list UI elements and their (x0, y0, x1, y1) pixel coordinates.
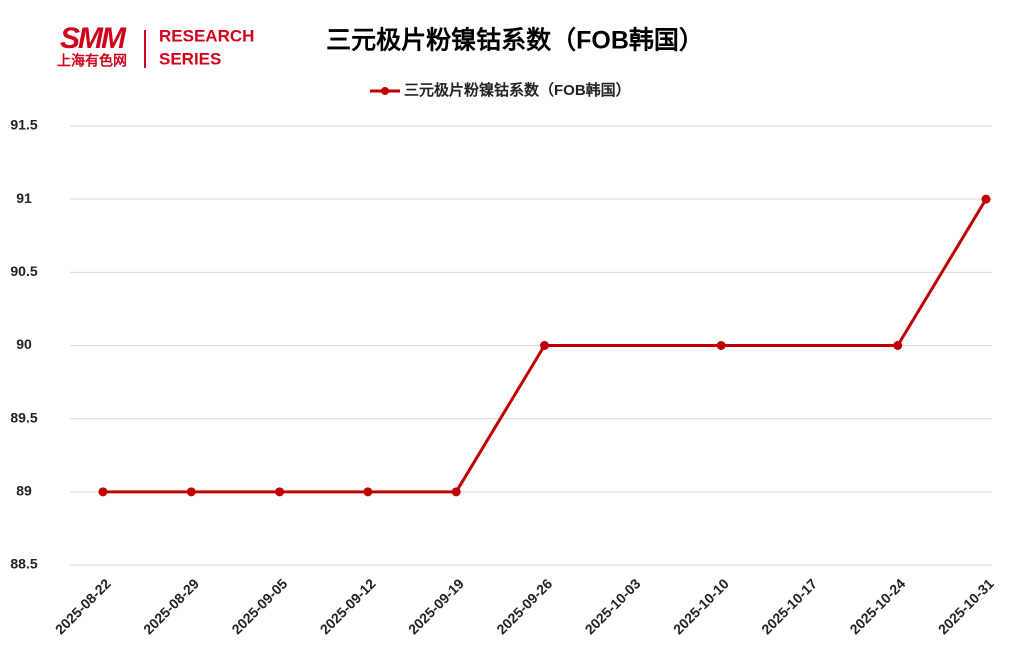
logo-cn: 上海有色网 (57, 53, 127, 69)
x-tick-label: 2025-09-12 (317, 575, 379, 637)
y-tick-label: 91 (16, 190, 32, 206)
legend-marker (381, 87, 389, 95)
x-tick-label: 2025-10-03 (582, 575, 644, 637)
logo-text: SERIES (159, 49, 221, 68)
data-point (275, 487, 285, 497)
x-tick-label: 2025-10-10 (670, 575, 732, 637)
data-point (186, 487, 196, 497)
data-point (981, 194, 991, 204)
y-tick-label: 89.5 (10, 409, 37, 425)
legend-label: 三元极片粉镍钴系数（FOB韩国） (404, 81, 631, 99)
y-tick-label: 89 (16, 483, 32, 499)
legend: 三元极片粉镍钴系数（FOB韩国） (370, 81, 631, 99)
x-tick-label: 2025-10-24 (846, 575, 908, 637)
data-point (540, 341, 549, 350)
data-point (451, 487, 461, 497)
logo-mark: SMM (60, 22, 127, 55)
chart-title: 三元极片粉镍钴系数（FOB韩国） (326, 26, 704, 55)
data-point (98, 487, 108, 497)
x-tick-label: 2025-10-17 (758, 575, 820, 637)
y-tick-label: 90.5 (10, 263, 37, 279)
x-tick-label: 2025-08-29 (140, 575, 202, 637)
data-point (363, 487, 373, 497)
logo-text: RESEARCH (159, 26, 254, 45)
y-tick-label: 91.5 (10, 117, 37, 133)
y-tick-label: 88.5 (10, 556, 37, 572)
x-tick-label: 2025-09-05 (228, 575, 290, 637)
x-tick-label: 2025-09-19 (405, 575, 467, 637)
x-tick-label: 2025-08-22 (52, 575, 114, 637)
x-tick-label: 2025-10-31 (935, 575, 997, 637)
data-point (716, 341, 726, 350)
data-point (893, 341, 903, 350)
x-tick-label: 2025-09-26 (493, 575, 555, 637)
y-tick-label: 90 (16, 336, 32, 352)
